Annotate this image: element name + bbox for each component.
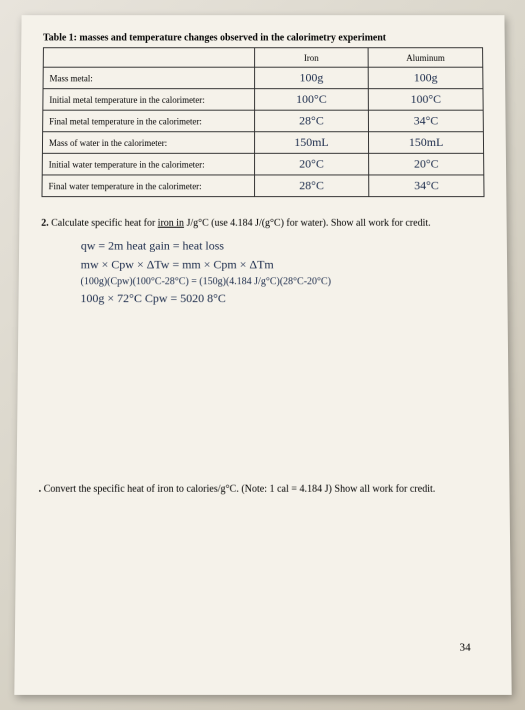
page-number: 34 [459,641,470,653]
cell-aluminum: 34°C [368,110,483,132]
header-empty [43,48,254,67]
question-text-a: Calculate specific heat for [51,218,158,229]
header-aluminum: Aluminum [368,48,482,67]
row-label: Initial water temperature in the calorim… [42,153,254,175]
row-label: Mass metal: [43,67,254,88]
cell-aluminum: 100°C [368,89,483,111]
handwritten-line: (100g)(Cpw)(100°C-28°C) = (150g)(4.184 J… [80,276,485,287]
cell-iron: 28°C [254,175,369,197]
row-label: Mass of water in the calorimeter: [42,132,254,154]
table-row: Mass metal: 100g 100g [43,67,483,88]
question-2: 2. Calculate specific heat for iron in J… [41,217,485,231]
cell-iron: 100°C [254,89,368,111]
table-row: Initial water temperature in the calorim… [42,153,484,175]
cell-aluminum: 20°C [368,153,483,175]
question-3: . Convert the specific heat of iron to c… [38,483,487,497]
row-label: Final water temperature in the calorimet… [41,175,253,197]
handwritten-line: mw × Cpw × ΔTw = mm × Cpm × ΔTm [80,257,485,272]
cell-iron: 28°C [254,110,369,132]
cell-aluminum: 34°C [368,175,483,197]
table-title: Table 1: masses and temperature changes … [42,33,482,44]
work-area-q2: qw = 2m heat gain = heat loss mw × Cpw ×… [80,239,486,328]
handwritten-line: 100g × 72°C Cpw = 5020 8°C [80,291,485,306]
table-row: Mass of water in the calorimeter: 150mL … [42,132,483,154]
table-row: Initial metal temperature in the calorim… [42,89,482,111]
row-label: Final metal temperature in the calorimet… [42,110,254,132]
question-text-b: J/g°C (use 4.184 J/(g°C) for water). Sho… [183,218,430,229]
question-underline: iron in [157,218,183,229]
cell-iron: 100g [254,67,368,88]
question-number: . [38,484,41,495]
cell-iron: 20°C [254,153,369,175]
table-row: Final metal temperature in the calorimet… [42,110,483,132]
question-number: 2. [41,218,49,229]
row-label: Initial metal temperature in the calorim… [42,89,253,111]
handwritten-line: qw = 2m heat gain = heat loss [80,239,484,254]
cell-aluminum: 150mL [368,132,483,154]
table-header-row: Iron Aluminum [43,48,483,67]
cell-iron: 150mL [254,132,369,154]
worksheet-page: Table 1: masses and temperature changes … [14,15,511,695]
spacer [38,348,486,469]
header-iron: Iron [254,48,368,67]
question-text: Convert the specific heat of iron to cal… [43,484,435,495]
cell-aluminum: 100g [368,67,482,88]
calorimetry-table: Iron Aluminum Mass metal: 100g 100g Init… [41,47,484,197]
table-row: Final water temperature in the calorimet… [41,175,483,197]
